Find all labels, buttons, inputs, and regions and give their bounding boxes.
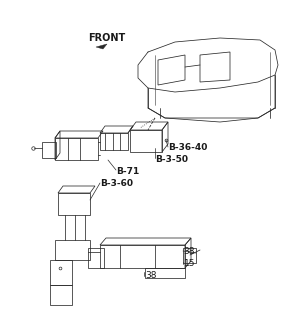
Text: B-3-60: B-3-60 bbox=[100, 180, 133, 188]
Text: 38: 38 bbox=[145, 271, 156, 281]
Text: 15: 15 bbox=[184, 259, 195, 268]
Polygon shape bbox=[96, 44, 107, 49]
Text: B-36-40: B-36-40 bbox=[168, 143, 207, 153]
Text: B-3-50: B-3-50 bbox=[155, 155, 188, 164]
Text: B-71: B-71 bbox=[116, 166, 139, 175]
Text: FRONT: FRONT bbox=[88, 33, 125, 43]
Text: 38: 38 bbox=[183, 247, 195, 257]
